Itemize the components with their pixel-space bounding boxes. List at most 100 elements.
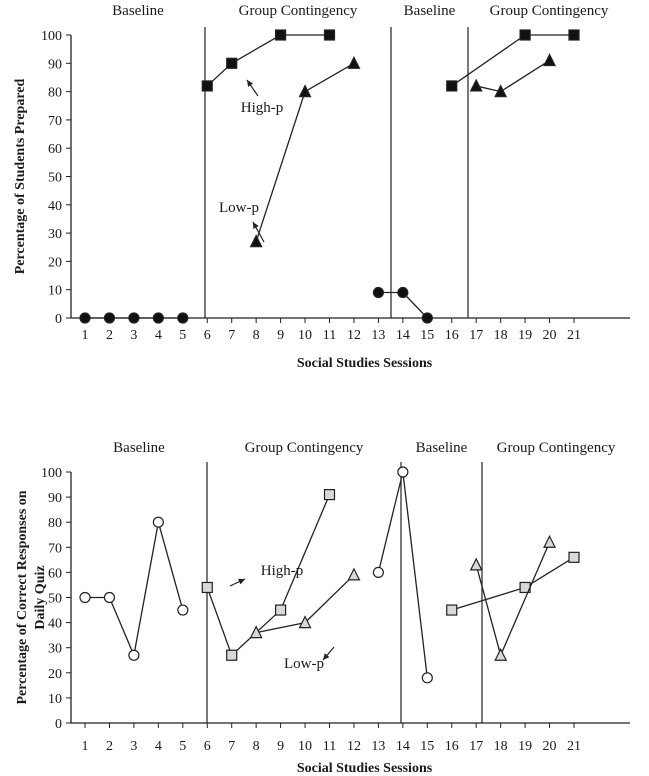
x-axis-title: Social Studies Sessions — [297, 356, 433, 371]
phase-label: Baseline — [416, 440, 468, 456]
phase-label: Baseline — [112, 3, 164, 19]
phase-label: Group Contingency — [245, 440, 364, 456]
x-tick-label: 11 — [323, 328, 336, 343]
data-point-square — [446, 604, 458, 616]
y-tick-label: 80 — [48, 86, 62, 101]
x-tick-label: 17 — [469, 739, 483, 754]
data-point-square — [201, 80, 213, 92]
data-point-square — [519, 29, 531, 41]
data-point-triangle — [298, 84, 312, 98]
data-point-square — [446, 80, 458, 92]
y-tick-label: 40 — [48, 199, 62, 214]
x-tick-label: 12 — [347, 739, 361, 754]
series-line — [451, 34, 574, 87]
y-tick-label: 20 — [48, 255, 62, 270]
data-point-circle — [128, 649, 140, 661]
series-line — [476, 59, 550, 93]
data-point-square — [568, 551, 580, 563]
y-tick-label: 30 — [48, 642, 62, 657]
data-point-circle — [372, 286, 384, 299]
data-point-circle — [79, 591, 91, 604]
x-tick-label: 9 — [277, 739, 284, 754]
data-point-circle — [128, 312, 140, 324]
x-tick-label: 19 — [518, 328, 532, 343]
x-tick-label: 16 — [445, 739, 459, 754]
data-point-circle — [152, 516, 164, 528]
y-tick-label: 70 — [48, 114, 62, 129]
data-point-square — [323, 488, 336, 501]
phase-label: Baseline — [404, 3, 456, 19]
y-tick-label: 40 — [48, 617, 62, 632]
data-point-triangle — [469, 557, 483, 571]
data-point-triangle — [249, 625, 263, 639]
annotation-arrowhead — [238, 578, 245, 585]
y-tick-label: 0 — [55, 312, 62, 327]
x-tick-label: 18 — [494, 739, 508, 754]
y-tick-label: 80 — [48, 516, 62, 531]
x-tick-label: 2 — [106, 328, 113, 343]
x-tick-label: 1 — [82, 328, 89, 343]
x-tick-label: 5 — [179, 739, 186, 754]
data-point-square — [201, 581, 213, 594]
data-point-circle — [177, 604, 189, 616]
x-tick-label: 14 — [396, 328, 410, 343]
x-tick-label: 8 — [253, 739, 260, 754]
x-tick-label: 11 — [323, 739, 336, 754]
data-point-triangle — [469, 78, 483, 92]
annotation-arrowhead — [247, 80, 254, 87]
x-tick-label: 7 — [228, 739, 235, 754]
data-point-square — [275, 604, 287, 616]
x-tick-label: 16 — [445, 328, 459, 343]
data-point-square — [568, 29, 580, 41]
x-tick-label: 3 — [130, 739, 137, 754]
data-point-circle — [79, 312, 91, 324]
x-tick-label: 6 — [204, 739, 211, 754]
y-tick-label: 10 — [48, 284, 62, 299]
y-tick-label: 50 — [48, 171, 62, 186]
x-tick-label: 4 — [155, 328, 162, 343]
annotation-label: Low-p — [219, 200, 259, 216]
x-tick-label: 21 — [567, 328, 581, 343]
data-point-circle — [177, 312, 189, 324]
x-tick-label: 2 — [106, 739, 113, 754]
data-point-circle — [372, 566, 384, 579]
x-tick-label: 10 — [298, 328, 312, 343]
phase-label: Baseline — [113, 440, 165, 456]
x-tick-label: 5 — [179, 328, 186, 343]
y-tick-label: 90 — [48, 57, 62, 72]
annotation-label: High-p — [261, 563, 304, 579]
x-tick-label: 20 — [543, 739, 557, 754]
data-point-triangle — [543, 534, 557, 548]
series-line — [451, 556, 575, 611]
phase-label: Group Contingency — [490, 3, 609, 19]
y-tick-label: 20 — [48, 667, 62, 682]
x-tick-label: 19 — [518, 739, 532, 754]
x-tick-label: 7 — [228, 328, 235, 343]
x-axis-title: Social Studies Sessions — [297, 761, 433, 776]
annotation-label: High-p — [241, 100, 284, 116]
x-tick-label: 14 — [396, 739, 410, 754]
data-point-square — [275, 29, 287, 41]
y-tick-label: 100 — [41, 29, 62, 44]
x-tick-label: 8 — [253, 328, 260, 343]
phase-label: Group Contingency — [239, 3, 358, 19]
annotation-arrowhead — [253, 222, 259, 229]
data-point-triangle — [347, 55, 361, 69]
data-point-triangle — [543, 53, 557, 67]
series-line — [206, 34, 330, 87]
data-point-circle — [397, 286, 409, 299]
data-point-triangle — [347, 567, 361, 581]
data-point-circle — [397, 466, 409, 478]
y-axis-title: Daily Quiz — [33, 565, 48, 629]
y-tick-label: 50 — [48, 592, 62, 607]
x-tick-label: 15 — [420, 328, 434, 343]
data-point-circle — [421, 672, 433, 684]
data-point-square — [226, 649, 238, 661]
annotation-arrowhead — [323, 653, 330, 660]
y-tick-label: 70 — [48, 541, 62, 556]
data-point-circle — [152, 312, 164, 324]
x-tick-label: 13 — [371, 328, 385, 343]
y-tick-label: 10 — [48, 692, 62, 707]
data-point-triangle — [494, 84, 508, 98]
